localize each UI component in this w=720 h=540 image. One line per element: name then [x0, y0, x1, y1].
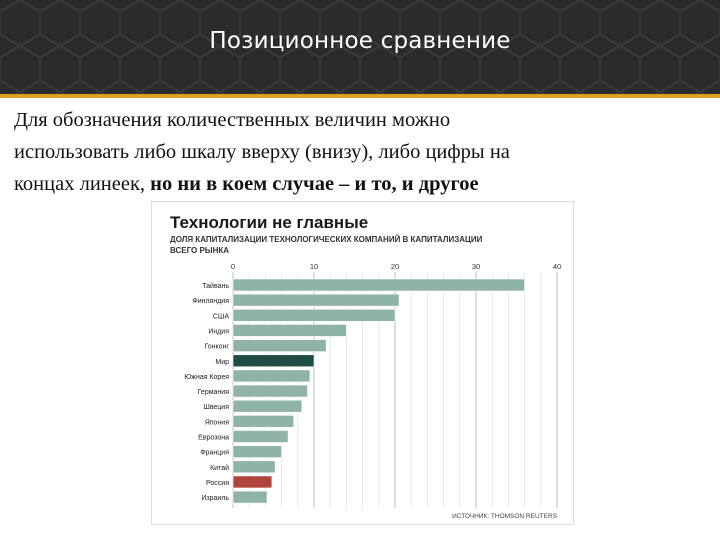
label-layer: Тайвань Финляндия США Индия Гонконг Мир Южная …: [184, 282, 229, 502]
tick-layer: 0 10 20 30 40: [231, 262, 561, 271]
body-line-2: использовать либо шкалу вверху (внизу), …: [14, 141, 510, 163]
body-line-1: Для обозначения количественных величин м…: [14, 109, 451, 131]
x-tick-label: 40: [553, 262, 561, 271]
slide-header: Позиционное сравнение: [0, 0, 720, 94]
category-label: Германия: [198, 389, 230, 396]
slide-title: Позиционное сравнение: [209, 28, 511, 54]
category-label: Тайвань: [202, 282, 229, 290]
category-label: Мир: [215, 359, 229, 366]
category-label: Финляндия: [192, 298, 229, 305]
category-label: Россия: [206, 480, 229, 487]
bar-12: [232, 445, 282, 458]
bar-13: [232, 460, 276, 474]
accent-line: [0, 94, 720, 98]
chart-subtitle-1: ДОЛЯ КАПИТАЛИЗАЦИИ ТЕХНОЛОГИЧЕСКИХ КОМПА…: [170, 235, 483, 244]
chart-title: Технологии не главные: [170, 213, 368, 232]
x-tick-label: 0: [231, 262, 235, 271]
bar-5: [232, 339, 327, 352]
header-pattern: [0, 0, 720, 94]
bar-2: [232, 293, 400, 307]
chart-source: ИСТОЧНИК: THOMSON REUTERS: [452, 513, 558, 520]
category-label: Израиль: [201, 495, 229, 502]
category-label: Япония: [205, 419, 230, 426]
bar-3: [232, 309, 396, 322]
category-label: США: [213, 313, 229, 320]
category-label: Франция: [200, 450, 229, 457]
body-line-3-plain: концах линеек,: [14, 173, 151, 195]
bar-6: [232, 354, 315, 368]
body-line-3: концах линеек, но ни в коем случае – и т…: [14, 168, 714, 200]
x-tick-label: 20: [391, 262, 399, 271]
bar-11: [232, 430, 289, 443]
slide-body-text: Для обозначения количественных величин м…: [14, 104, 714, 200]
bar-chart: Технологии не главные ДОЛЯ КАПИТАЛИЗАЦИИ…: [170, 213, 561, 520]
category-label: Швеция: [203, 404, 229, 411]
category-label: Китай: [210, 464, 229, 472]
bar-1: [232, 278, 525, 292]
bar-15: [232, 490, 268, 504]
x-tick-label: 10: [310, 262, 318, 271]
category-label: Еврозона: [198, 435, 229, 442]
body-line-3-bold: но ни в коем случае – и то, и другое: [150, 173, 479, 195]
bar-layer: [232, 278, 525, 504]
bar-8: [232, 384, 308, 398]
bar-4: [232, 324, 347, 337]
x-tick-label: 30: [472, 262, 480, 271]
chart-subtitle-2: ВСЕГО РЫНКА: [170, 246, 229, 255]
bar-7: [232, 369, 311, 383]
chart-image: Технологии не главные ДОЛЯ КАПИТАЛИЗАЦИИ…: [151, 201, 574, 525]
category-label: Южная Корея: [184, 374, 229, 381]
bar-10: [232, 415, 295, 428]
category-label: Гонконг: [204, 344, 229, 351]
bar-14: [232, 475, 273, 489]
category-label: Индия: [208, 328, 229, 335]
bar-9: [232, 399, 303, 413]
